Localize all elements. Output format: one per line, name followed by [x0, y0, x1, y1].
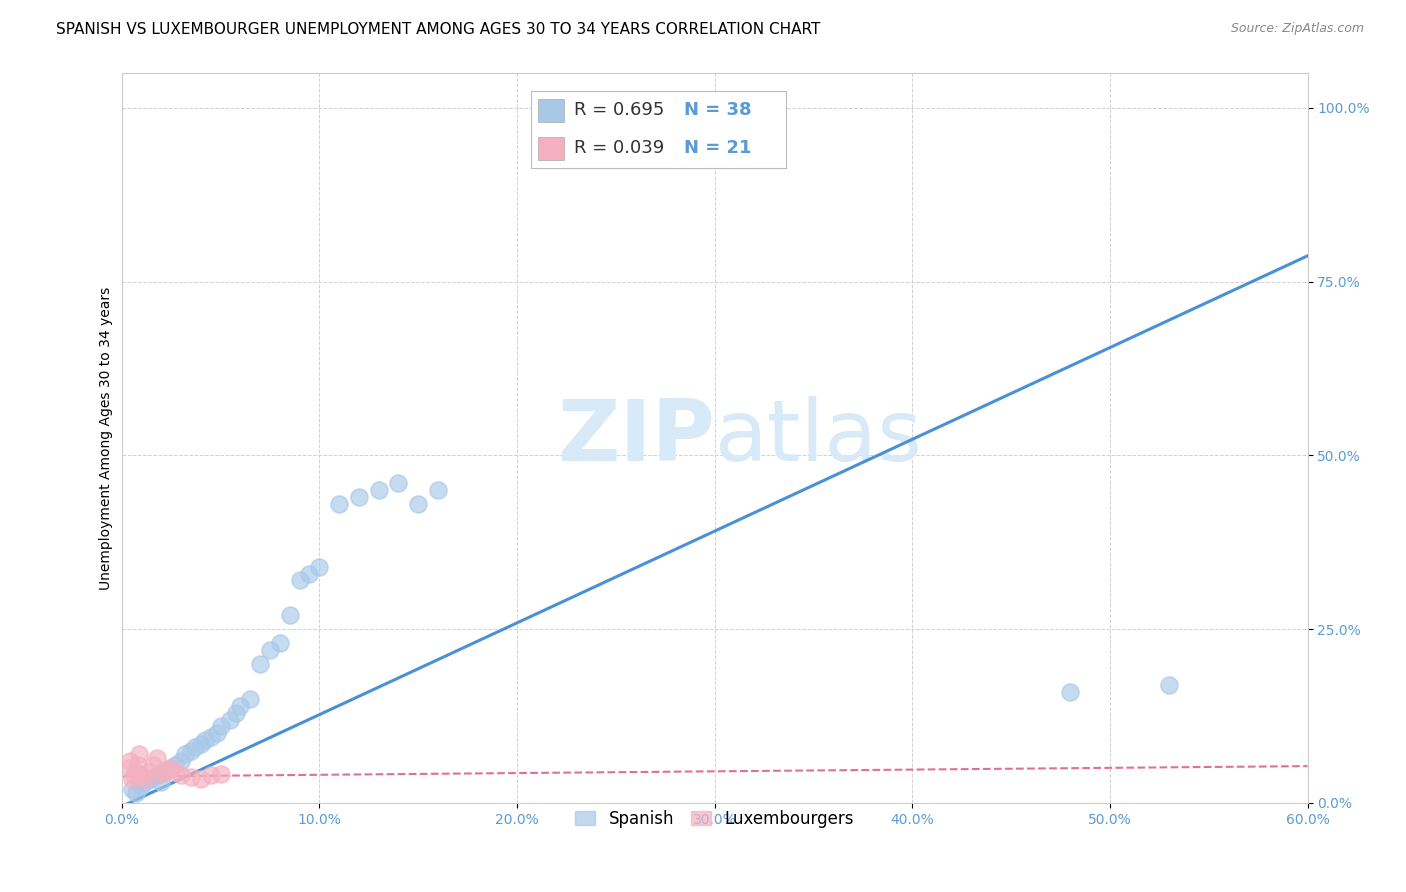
Point	[141, 772, 163, 786]
Point	[121, 782, 143, 797]
Point	[200, 768, 222, 782]
Point	[180, 744, 202, 758]
Point	[180, 770, 202, 784]
Point	[170, 768, 193, 782]
Point	[160, 761, 183, 775]
Point	[174, 747, 197, 762]
Point	[134, 775, 156, 789]
Point	[190, 737, 212, 751]
Point	[138, 764, 160, 779]
Point	[160, 761, 183, 775]
Point	[124, 785, 146, 799]
Point	[121, 772, 143, 786]
Point	[118, 754, 141, 768]
Point	[122, 768, 145, 782]
Point	[406, 497, 429, 511]
Point	[128, 747, 150, 762]
Y-axis label: Unemployment Among Ages 30 to 34 years: Unemployment Among Ages 30 to 34 years	[100, 286, 114, 590]
Point	[184, 740, 207, 755]
Point	[239, 691, 262, 706]
Point	[146, 751, 169, 765]
Point	[200, 730, 222, 744]
Point	[387, 476, 409, 491]
Text: atlas: atlas	[714, 396, 922, 480]
Point	[205, 726, 228, 740]
Point	[153, 763, 176, 777]
Point	[170, 754, 193, 768]
Point	[165, 757, 187, 772]
Point	[278, 608, 301, 623]
Legend: Spanish, Luxembourgers: Spanish, Luxembourgers	[569, 804, 860, 835]
Point	[124, 764, 146, 779]
Point	[298, 566, 321, 581]
Point	[308, 559, 330, 574]
Point	[347, 490, 370, 504]
Point	[426, 483, 449, 497]
Point	[117, 761, 139, 775]
Text: Source: ZipAtlas.com: Source: ZipAtlas.com	[1230, 22, 1364, 36]
Point	[249, 657, 271, 671]
Point	[150, 775, 173, 789]
Point	[146, 768, 169, 782]
Point	[225, 706, 247, 720]
Point	[131, 779, 153, 793]
Text: SPANISH VS LUXEMBOURGER UNEMPLOYMENT AMONG AGES 30 TO 34 YEARS CORRELATION CHART: SPANISH VS LUXEMBOURGER UNEMPLOYMENT AMO…	[56, 22, 821, 37]
Point	[209, 766, 232, 780]
Point	[259, 643, 281, 657]
Point	[288, 574, 311, 588]
Point	[131, 768, 153, 782]
Point	[127, 757, 149, 772]
Point	[209, 719, 232, 733]
Point	[328, 497, 350, 511]
Point	[194, 733, 217, 747]
Point	[219, 713, 242, 727]
Point	[165, 764, 187, 779]
Point	[150, 766, 173, 780]
Text: ZIP: ZIP	[557, 396, 714, 480]
Point	[229, 698, 252, 713]
Point	[134, 772, 156, 786]
Point	[1159, 678, 1181, 692]
Point	[1059, 684, 1081, 698]
Point	[142, 757, 165, 772]
Point	[153, 764, 176, 779]
Point	[269, 636, 291, 650]
Point	[190, 772, 212, 786]
Point	[367, 483, 389, 497]
